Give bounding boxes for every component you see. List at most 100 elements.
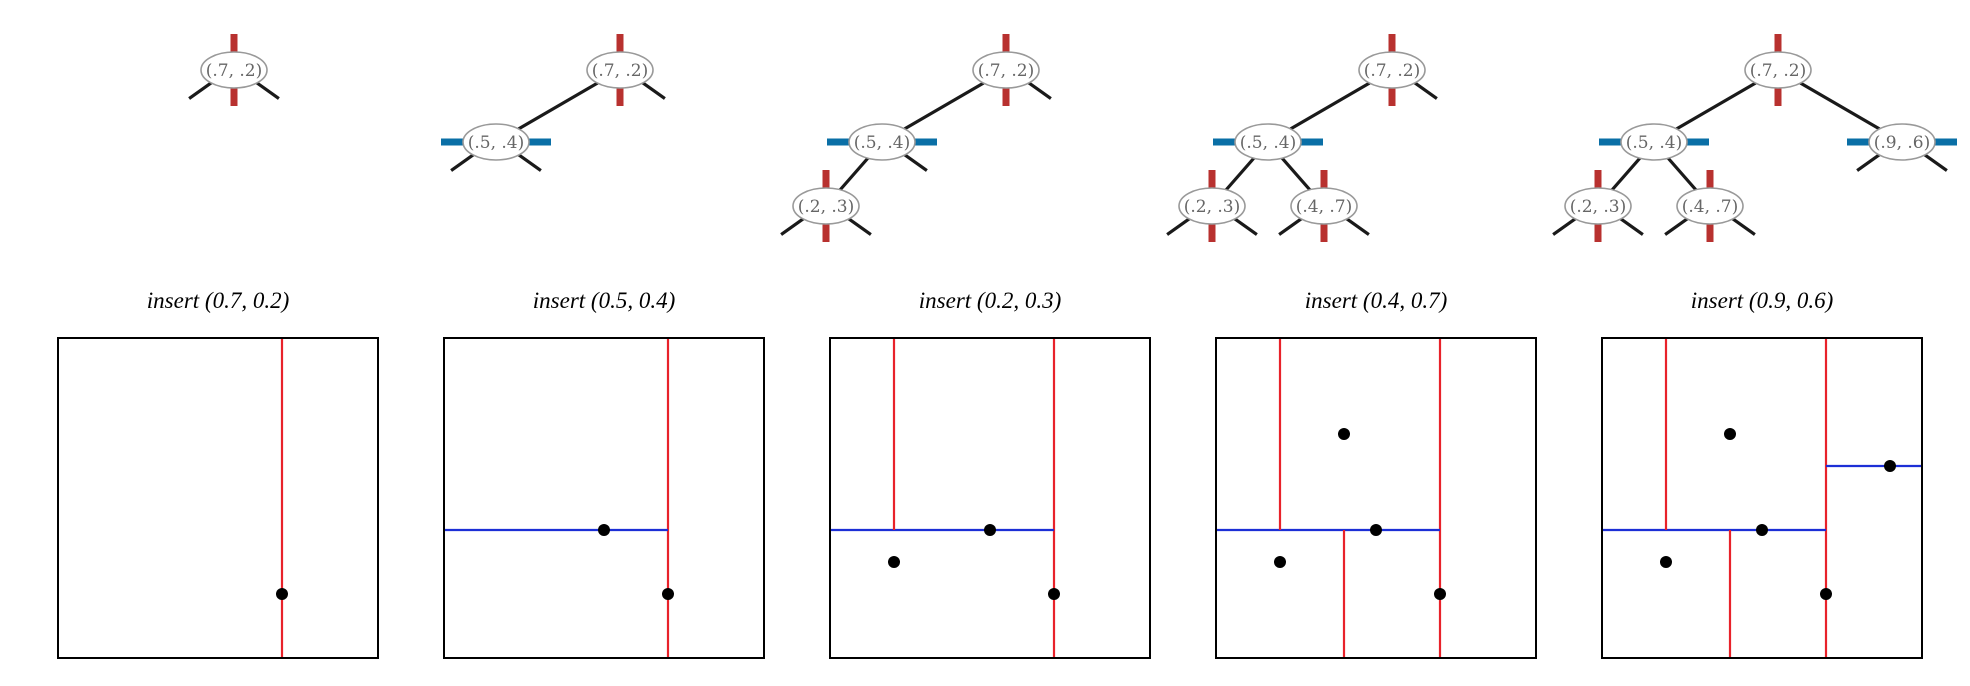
tree-node-label: (.7, .2) [206,61,263,81]
data-point [1884,460,1896,472]
empty-left-link [188,79,215,100]
step-5: (.7, .2) (.5, .4) (.2, .3) (.4, .7) (.9, .6)… [1552,34,1957,659]
data-point [662,588,674,600]
empty-right-link [639,79,666,100]
step-caption: insert (0.5, 0.4) [533,288,675,313]
horizontal-split-marker-right [1303,138,1323,146]
tree-node-shape [848,123,916,161]
empty-left-link [1166,215,1193,236]
data-point [1274,556,1286,568]
tree-node-label: (.7, .2) [592,61,649,81]
tree-node: (.4, .7) [1290,170,1358,242]
horizontal-split-marker-left [1847,138,1867,146]
empty-right-link [1025,79,1052,100]
kd-tree: (.7, .2) (.5, .4) (.2, .3) (.4, .7) (.9, .6) [1552,34,1957,242]
tree-node-shape [1744,51,1812,89]
tree-node: (.7, .2) [586,34,654,106]
step-2: (.7, .2) (.5, .4) insert (0.5, 0.4) [441,34,765,659]
empty-right-link [845,215,872,236]
horizontal-split-marker-right [917,138,937,146]
empty-right-link [515,151,542,172]
kd-tree: (.7, .2) (.5, .4) (.2, .3) [780,34,1052,242]
step-3: (.7, .2) (.5, .4) (.2, .3) insert (0.2, 0.3… [780,34,1151,659]
empty-right-link [1729,215,1756,236]
empty-left-link [780,215,807,236]
horizontal-split-marker-right [531,138,551,146]
tree-node-shape [586,51,654,89]
empty-left-link [1856,151,1883,172]
tree-node-label: (.7, .2) [978,61,1035,81]
tree-node-shape [1178,187,1246,225]
vertical-split-marker-bottom [1388,90,1396,106]
vertical-split-marker-bottom [1320,226,1328,242]
tree-node: (.5, .4) [1599,123,1709,161]
empty-right-link [1411,79,1438,100]
unit-square-border [1601,337,1923,659]
horizontal-split-marker-left [1213,138,1233,146]
empty-right-link [901,151,928,172]
tree-node-shape [1676,187,1744,225]
tree-node-label: (.7, .2) [1750,61,1807,81]
vertical-split-marker-bottom [616,90,624,106]
vertical-split-marker-top [822,170,830,186]
horizontal-split-marker-left [441,138,461,146]
vertical-split-marker-top [1706,170,1714,186]
empty-right-link [1343,215,1370,236]
horizontal-split-marker-right [1689,138,1709,146]
empty-right-link [1617,215,1644,236]
tree-node-shape [792,187,860,225]
tree-node-shape [1290,187,1358,225]
data-point [1820,588,1832,600]
step-caption: insert (0.7, 0.2) [147,288,289,313]
tree-node: (.2, .3) [1564,170,1632,242]
tree-node: (.7, .2) [1744,34,1812,106]
data-point [1434,588,1446,600]
horizontal-split-marker-right [1937,138,1957,146]
unit-square-border [829,337,1151,659]
horizontal-split-marker-left [1599,138,1619,146]
vertical-split-marker-bottom [1706,226,1714,242]
data-point [1338,428,1350,440]
tree-node-shape [1564,187,1632,225]
data-point [984,524,996,536]
tree-node-shape [1234,123,1302,161]
data-point [276,588,288,600]
tree-node: (.9, .6) [1847,123,1957,161]
tree-node-shape [1620,123,1688,161]
partition-square [443,337,765,659]
tree-node-label: (.2, .3) [1570,197,1627,217]
tree-node: (.4, .7) [1676,170,1744,242]
step-caption: insert (0.9, 0.6) [1691,288,1833,313]
vertical-split-marker-bottom [822,226,830,242]
data-point [1048,588,1060,600]
step-caption: insert (0.4, 0.7) [1305,288,1447,313]
vertical-split-marker-top [1774,34,1782,50]
vertical-split-marker-bottom [230,90,238,106]
empty-left-link [1664,215,1691,236]
tree-node: (.5, .4) [441,123,551,161]
tree-node: (.2, .3) [1178,170,1246,242]
data-point [1370,524,1382,536]
tree-node-label: (.4, .7) [1296,197,1353,217]
vertical-split-marker-top [230,34,238,50]
kd-tree: (.7, .2) (.5, .4) [441,34,666,172]
vertical-split-marker-top [1320,170,1328,186]
tree-node-shape [972,51,1040,89]
partition-square [1215,337,1537,659]
empty-left-link [450,151,477,172]
tree-node: (.5, .4) [827,123,937,161]
tree-node: (.5, .4) [1213,123,1323,161]
vertical-split-marker-top [1594,170,1602,186]
tree-node-shape [200,51,268,89]
unit-square-border [1215,337,1537,659]
tree-node-label: (.2, .3) [1184,197,1241,217]
tree-node-label: (.7, .2) [1364,61,1421,81]
data-point [598,524,610,536]
horizontal-split-marker-left [827,138,847,146]
vertical-split-marker-bottom [1774,90,1782,106]
data-point [1660,556,1672,568]
unit-square-border [57,337,379,659]
unit-square-border [443,337,765,659]
tree-node-label: (.2, .3) [798,197,855,217]
